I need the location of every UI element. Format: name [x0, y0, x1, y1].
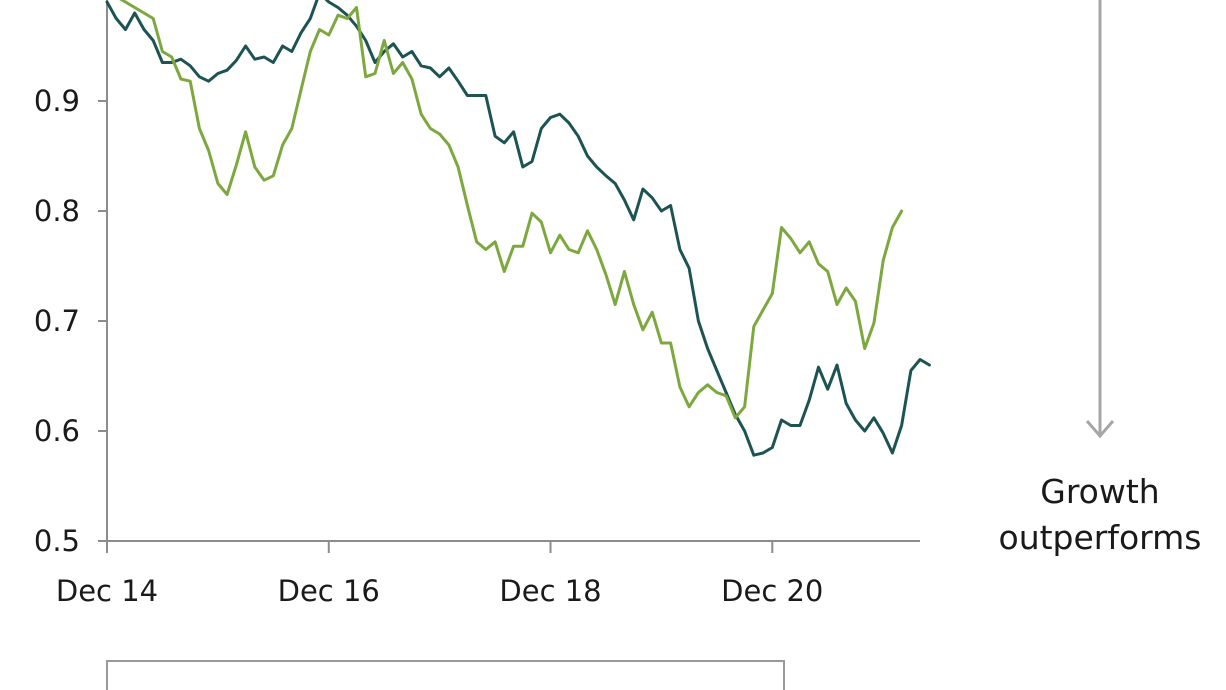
- x-ticks: Dec 14 Dec 16 Dec 18 Dec 20: [56, 541, 823, 608]
- arrow-head-down: [1085, 420, 1115, 439]
- x-tick-label: Dec 18: [499, 574, 601, 608]
- y-tick-label: 0.9: [34, 84, 80, 118]
- y-ticks: 0.5 0.6 0.7 0.8 0.9: [34, 84, 107, 558]
- legend-box: [106, 660, 785, 690]
- y-tick-label: 0.8: [34, 194, 80, 228]
- growth-label: Growth: [1040, 472, 1159, 511]
- y-tick-label: 0.7: [34, 304, 80, 338]
- x-tick-label: Dec 14: [56, 574, 158, 608]
- series-line-2: [119, 0, 904, 420]
- x-tick-label: Dec 16: [278, 574, 380, 608]
- plot-area: 0.5 0.6 0.7 0.8 0.9 Dec 14 Dec 16 Dec 18 Dec 20: [34, 0, 931, 608]
- series-group: [105, 0, 931, 457]
- outperform-arrow: [1085, 0, 1115, 439]
- x-tick-label: Dec 20: [721, 574, 823, 608]
- y-tick-label: 0.6: [34, 414, 80, 448]
- y-tick-label: 0.5: [34, 524, 80, 558]
- outperforms-label: outperforms: [999, 518, 1202, 557]
- series-line-1: [105, 0, 931, 457]
